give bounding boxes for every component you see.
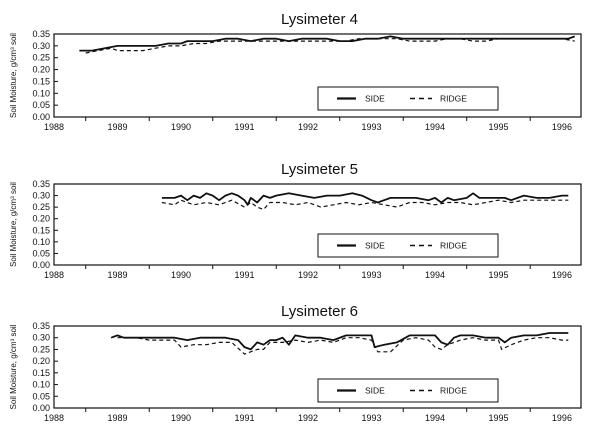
y-tick-label: 0.20 (32, 356, 50, 366)
series-line-ridge (161, 199, 569, 211)
series-line-side (79, 35, 576, 52)
legend-label-ridge: RIDGE (440, 386, 467, 396)
x-tick-label: 1993 (361, 270, 381, 280)
series-line-ridge (117, 337, 569, 355)
plot-frame (53, 183, 582, 266)
panel-2: Lysimeter 5 0.00 0.050.10 0.150.20 0.250.30 0… (9, 161, 582, 280)
x-tick-label: 1989 (107, 122, 127, 132)
legend-label-side: SIDE (365, 241, 385, 251)
y-tick-label: 0.20 (32, 65, 50, 75)
y-tick-label: 0.00 (32, 403, 50, 413)
x-tick-label: 1994 (425, 122, 445, 132)
x-tick-label: 1990 (171, 413, 191, 423)
y-tick-label: 0.10 (32, 380, 50, 390)
x-tick-label: 1995 (488, 270, 508, 280)
legend-box (317, 86, 499, 111)
y-tick-label: 0.05 (32, 248, 50, 258)
x-tick-label: 1990 (171, 270, 191, 280)
x-tick-label: 1991 (234, 270, 254, 280)
x-tick-label: 1993 (361, 413, 381, 423)
x-tick-label: 1994 (425, 413, 445, 423)
y-tick-label: 0.25 (32, 53, 50, 63)
y-tick-label: 0.00 (32, 112, 50, 122)
y-tick-label: 0.00 (32, 260, 50, 270)
x-tick-label: 1995 (488, 413, 508, 423)
y-axis-label: Soil Moisture, g/cm³ soil (9, 33, 18, 118)
series-line-ridge (85, 38, 575, 54)
x-tick-label: 1988 (44, 122, 64, 132)
x-tick-label: 1996 (552, 413, 572, 423)
y-tick-label: 0.30 (32, 41, 50, 51)
y-tick-label: 0.35 (32, 29, 50, 39)
x-tick-label: 1990 (171, 122, 191, 132)
y-tick-label: 0.05 (32, 100, 50, 110)
y-tick-label: 0.25 (32, 344, 50, 354)
y-tick-label: 0.20 (32, 214, 50, 224)
x-tick-label: 1992 (298, 122, 318, 132)
y-tick-label: 0.15 (32, 368, 50, 378)
x-tick-label: 1996 (552, 270, 572, 280)
y-tick-label: 0.05 (32, 391, 50, 401)
x-tick-label: 1993 (361, 122, 381, 132)
legend-label-ridge: RIDGE (440, 241, 467, 251)
legend-box (317, 378, 499, 403)
y-tick-label: 0.30 (32, 191, 50, 201)
legend: SIDE RIDGE (317, 378, 499, 403)
chart-title: Lysimeter 5 (281, 161, 358, 178)
panel-1: Lysimeter 4 0.00 0.05 0.10 0.150.20 0.25 0.30 0… (9, 11, 582, 132)
series-line-side (161, 192, 569, 206)
x-tick-label: 1992 (298, 270, 318, 280)
x-tick-label: 1992 (298, 413, 318, 423)
legend: SIDE RIDGE (317, 86, 499, 111)
legend-label-side: SIDE (365, 94, 385, 104)
y-tick-label: 0.35 (32, 321, 50, 331)
plot-frame (53, 325, 582, 409)
legend-box (317, 233, 499, 258)
y-tick-label: 0.25 (32, 202, 50, 212)
y-tick-label: 0.10 (32, 237, 50, 247)
y-axis-label: Soil Moisture, g/cm³ soil (9, 324, 18, 409)
y-tick-label: 0.15 (32, 225, 50, 235)
x-tick-label: 1988 (44, 413, 64, 423)
x-tick-label: 1989 (107, 413, 127, 423)
y-tick-label: 0.35 (32, 179, 50, 189)
chart-title: Lysimeter 6 (281, 303, 358, 320)
y-axis-label: Soil Moisture, g/cm³ soil (9, 182, 18, 267)
y-tick-label: 0.10 (32, 88, 50, 98)
x-tick-label: 1991 (234, 413, 254, 423)
x-tick-label: 1996 (552, 122, 572, 132)
y-tick-label: 0.15 (32, 76, 50, 86)
plot-frame (53, 33, 582, 118)
legend-label-side: SIDE (365, 386, 385, 396)
x-tick-label: 1994 (425, 270, 445, 280)
y-tick-label: 0.30 (32, 333, 50, 343)
chart-title: Lysimeter 4 (281, 11, 358, 28)
x-tick-label: 1988 (44, 270, 64, 280)
panel-3: Lysimeter 6 0.00 0.050.10 0.15 0.20 0.250.30 0… (9, 303, 582, 423)
x-tick-label: 1991 (234, 122, 254, 132)
x-tick-label: 1995 (488, 122, 508, 132)
series-line-side (110, 332, 569, 351)
x-tick-label: 1989 (107, 270, 127, 280)
legend-label-ridge: RIDGE (440, 94, 467, 104)
legend: SIDE RIDGE (317, 233, 499, 258)
